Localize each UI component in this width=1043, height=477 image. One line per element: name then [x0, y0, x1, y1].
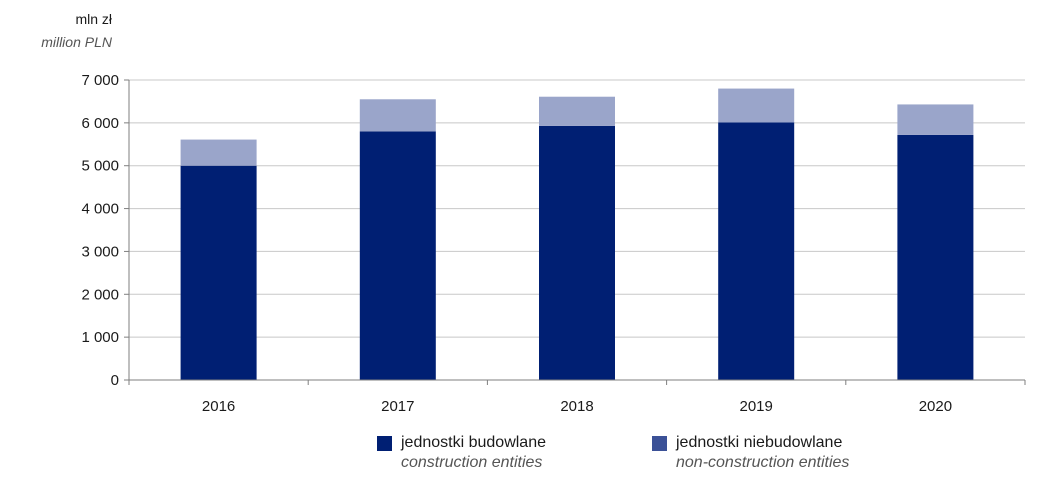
legend: jednostki budowlane construction entitie… — [0, 433, 1043, 477]
bars — [180, 88, 974, 380]
y-axis: 0 1 000 2 000 3 000 4 000 5 000 6 000 7 000 — [81, 72, 130, 389]
legend-label-construction-en: construction entities — [401, 454, 543, 471]
y-tick-label: 5 000 — [81, 158, 119, 175]
y-tick-label: 0 — [111, 372, 119, 389]
bar-non-construction — [897, 104, 974, 135]
y-tick-label: 3 000 — [81, 243, 119, 260]
bar-non-construction — [180, 139, 257, 166]
y-tick-label: 4 000 — [81, 201, 119, 218]
legend-label-non-construction-en: non-construction entities — [676, 454, 850, 471]
bar-non-construction — [718, 88, 795, 123]
bar-non-construction — [359, 99, 436, 132]
y-tick-label: 2 000 — [81, 286, 119, 303]
legend-label-construction-pl: jednostki budowlane — [401, 434, 546, 451]
x-tick-label: 2019 — [740, 398, 773, 415]
bar-construction — [180, 165, 257, 380]
bar-construction — [897, 134, 974, 380]
legend-label-construction: jednostki budowlane construction entitie… — [401, 433, 546, 473]
x-tick-label: 2020 — [919, 398, 952, 415]
x-tick-label: 2018 — [560, 398, 593, 415]
y-tick-label: 6 000 — [81, 115, 119, 132]
unit-label-pl: mln zł — [75, 11, 112, 27]
x-tick-label: 2017 — [381, 398, 414, 415]
bar-construction — [718, 122, 795, 380]
y-tick-label: 7 000 — [81, 72, 119, 89]
unit-label-en: million PLN — [41, 34, 113, 50]
x-tick-label: 2016 — [202, 398, 235, 415]
legend-label-non-construction-pl: jednostki niebudowlane — [676, 434, 843, 451]
x-axis: 2016 2017 2018 2019 2020 — [128, 379, 1026, 415]
legend-label-non-construction: jednostki niebudowlane non-construction … — [676, 433, 849, 473]
bar-construction — [359, 131, 436, 380]
bar-non-construction — [539, 96, 615, 126]
y-tick-label: 1 000 — [81, 329, 119, 346]
legend-swatch-construction — [377, 436, 392, 451]
bar-construction — [539, 125, 615, 380]
legend-swatch-non-construction — [652, 436, 667, 451]
